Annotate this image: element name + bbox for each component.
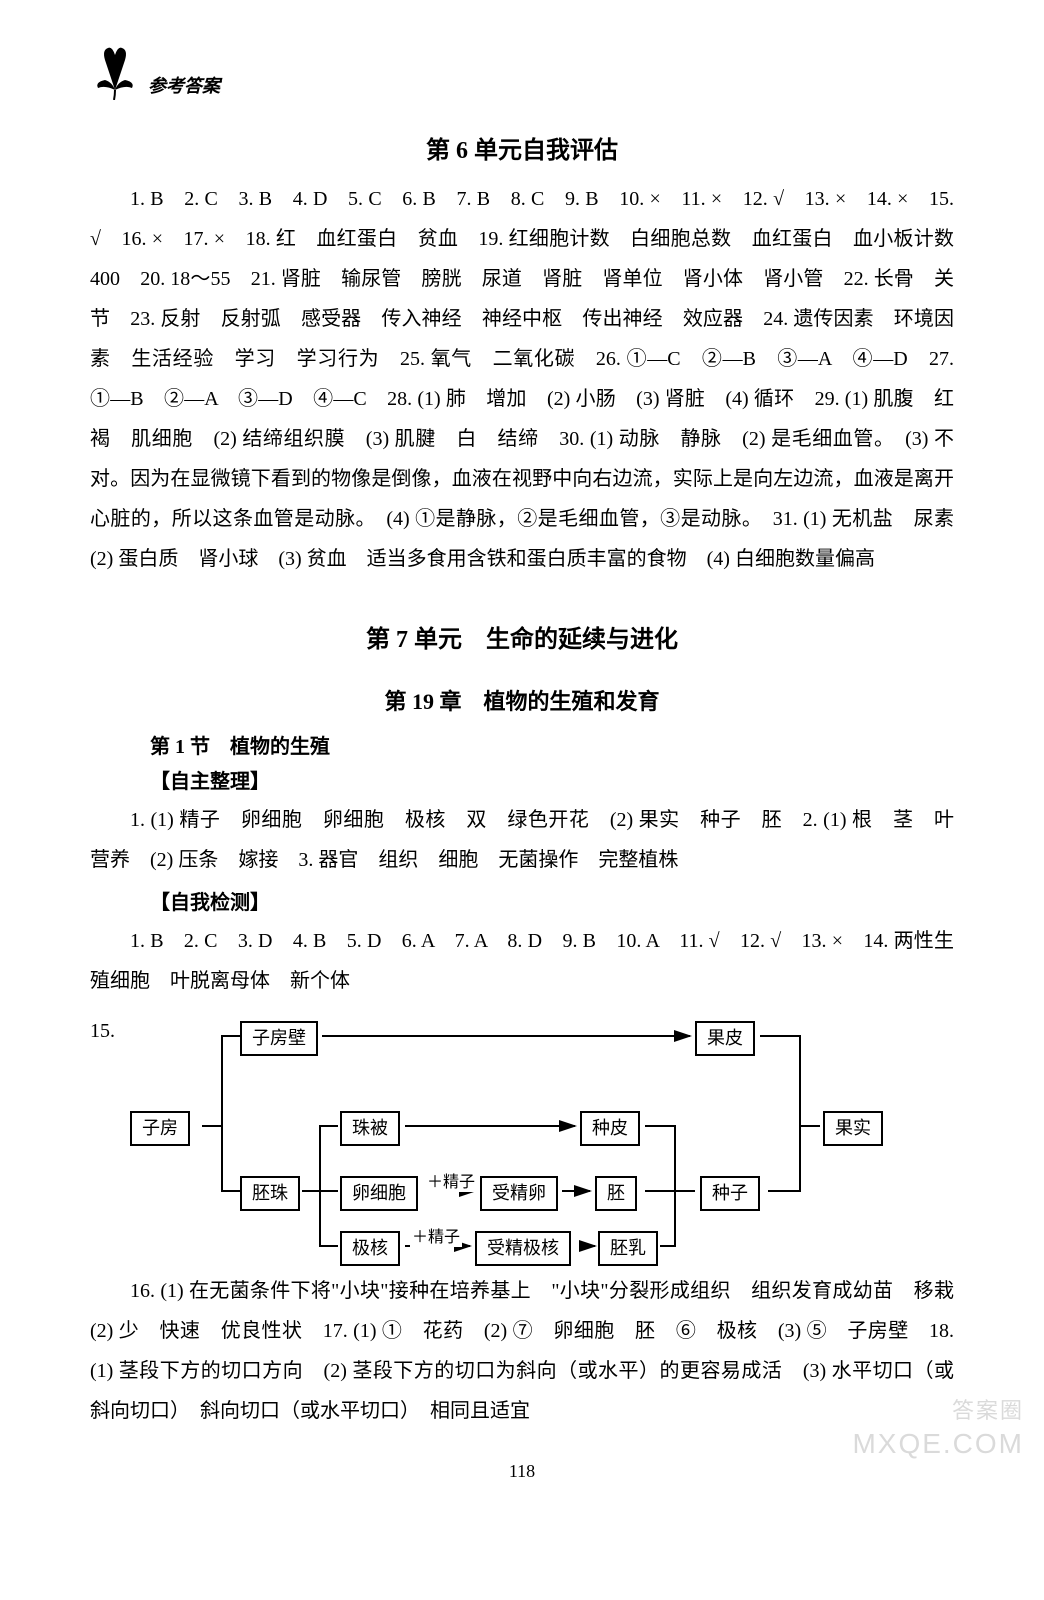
node-zhubei: 珠被 (340, 1111, 400, 1146)
diagram-container: 子房 子房壁 胚珠 珠被 卵细胞 极核 受精卵 受精极核 果皮 种皮 胚 胚乳 … (130, 1011, 910, 1271)
node-zhongzi: 种子 (700, 1176, 760, 1211)
self-sort-heading: 【自主整理】 (150, 765, 954, 794)
node-peizhu: 胚珠 (240, 1176, 300, 1211)
page-header: 参考答案 (90, 40, 954, 100)
self-sort-body: 1. (1) 精子 卵细胞 卵细胞 极核 双 绿色开花 (2) 果实 种子 胚 … (90, 800, 954, 880)
node-jihe: 极核 (340, 1231, 400, 1266)
unit7-title: 第 7 单元 生命的延续与进化 (90, 619, 954, 654)
page-number: 118 (90, 1461, 954, 1482)
edge-label-jingzi1: ＋精子 (425, 1168, 477, 1192)
unit6-title: 第 6 单元自我评估 (90, 130, 954, 165)
node-shoujingluan: 受精卵 (480, 1176, 558, 1211)
self-test-body: 1. B 2. C 3. D 4. B 5. D 6. A 7. A 8. D … (90, 921, 954, 1001)
section1-title: 第 1 节 植物的生殖 (150, 730, 954, 759)
node-zifangbi: 子房壁 (240, 1021, 318, 1056)
watermark: 答案圈 MXQE.COM (852, 1397, 1024, 1462)
node-zifang: 子房 (130, 1111, 190, 1146)
chapter19-title: 第 19 章 植物的生殖和发育 (90, 684, 954, 716)
node-pei: 胚 (595, 1176, 637, 1211)
node-zhongpi: 种皮 (580, 1111, 640, 1146)
q15-number: 15. (90, 1011, 130, 1051)
node-shoujingjihe: 受精极核 (475, 1231, 571, 1266)
node-luanxibao: 卵细胞 (340, 1176, 418, 1211)
flower-icon (90, 40, 140, 100)
unit6-body: 1. B 2. C 3. B 4. D 5. C 6. B 7. B 8. C … (90, 179, 954, 579)
self-test-body2: 16. (1) 在无菌条件下将"小块"接种在培养基上 "小块"分裂形成组织 组织… (90, 1271, 954, 1431)
self-test-heading: 【自我检测】 (150, 886, 954, 915)
node-guoshi: 果实 (823, 1111, 883, 1146)
header-label: 参考答案 (148, 72, 220, 100)
watermark-cn: 答案圈 (852, 1397, 1024, 1426)
watermark-en: MXQE.COM (852, 1428, 1024, 1459)
q15-row: 15. (90, 1011, 954, 1271)
edge-label-jingzi2: ＋精子 (410, 1223, 462, 1247)
node-guopi: 果皮 (695, 1021, 755, 1056)
node-peiru: 胚乳 (598, 1231, 658, 1266)
